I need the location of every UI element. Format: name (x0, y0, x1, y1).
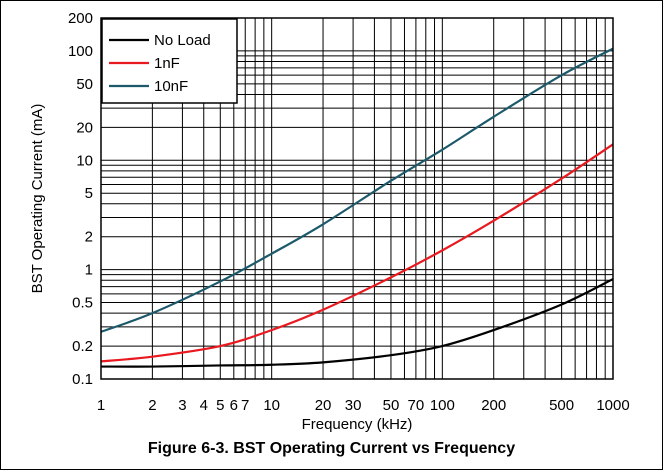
x-tick-label: 7 (241, 397, 249, 414)
plot-border (100, 17, 614, 380)
y-tick-label: 0.1 (72, 371, 93, 388)
series-line-10nf (100, 47, 614, 333)
y-axis-title: BST Operating Current (mA) (29, 104, 46, 294)
y-tick-label: 50 (76, 76, 93, 93)
x-tick-label: 70 (408, 397, 425, 414)
x-tick-label: 1000 (596, 397, 629, 414)
series-layer (100, 47, 614, 368)
x-tick-label: 200 (481, 397, 506, 414)
x-tick-label: 4 (200, 397, 208, 414)
x-tick-label: 3 (178, 397, 186, 414)
x-tick-label: 100 (430, 397, 455, 414)
y-tick-label: 0.5 (72, 295, 93, 312)
y-tick-label: 1 (85, 262, 93, 279)
legend-label: 10nF (154, 78, 188, 95)
y-tick-label: 200 (68, 10, 93, 27)
legend: No Load 1nF 10nF (101, 18, 238, 104)
x-tick-label: 1 (97, 397, 105, 414)
legend-label: No Load (154, 32, 211, 49)
x-tick-label: 50 (383, 397, 400, 414)
y-tick-label: 2 (85, 229, 93, 246)
x-tick-label: 30 (345, 397, 362, 414)
x-tick-label: 2 (148, 397, 156, 414)
y-tick-label: 20 (76, 119, 93, 136)
x-axis-title: Frequency (kHz) (302, 416, 413, 433)
x-tick-label: 6 (230, 397, 238, 414)
legend-box (101, 18, 238, 104)
series-line-no-load (100, 278, 614, 368)
x-tick-label: 500 (549, 397, 574, 414)
legend-label: 1nF (154, 55, 180, 72)
chart: 1 2 3 4 5 6 7 10 20 30 50 70 100 200 500 1000 0.10.20.5… (29, 10, 630, 433)
y-tick-label: 0.2 (72, 338, 93, 355)
y-tick-label: 10 (76, 152, 93, 169)
x-tick-label: 10 (263, 397, 280, 414)
figure-caption: Figure 6-3. BST Operating Current vs Fre… (147, 440, 516, 457)
series-line-1nf (100, 143, 614, 363)
y-tick-labels: 0.1 0.2 0.5 1 2 5 10 20 50 100 200 (68, 10, 93, 388)
x-tick-label: 20 (315, 397, 332, 414)
y-tick-label: 5 (85, 185, 93, 202)
x-tick-labels: 1 2 3 4 5 6 7 10 20 30 50 70 100 200 500 1000 (97, 397, 630, 414)
y-tick-label: 100 (68, 43, 93, 60)
x-tick-label: 5 (216, 397, 224, 414)
